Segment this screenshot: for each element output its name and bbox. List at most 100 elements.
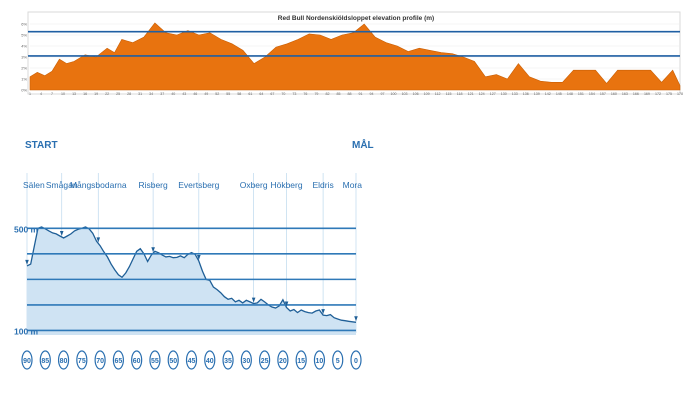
- x-tick-label: 1: [29, 92, 31, 96]
- x-tick-label: 43: [182, 92, 186, 96]
- chart-title: Red Bull Nordenskiöldsloppet elevation p…: [278, 15, 434, 22]
- x-tick-label: 103: [402, 92, 408, 96]
- x-tick-label: 145: [556, 92, 562, 96]
- x-tick-label: 118: [457, 92, 463, 96]
- x-tick-label: 151: [578, 92, 584, 96]
- x-tick-label: 25: [116, 92, 120, 96]
- x-tick-label: 154: [589, 92, 595, 96]
- km-marker-circle: [259, 350, 271, 370]
- km-tick-label: 85: [41, 358, 49, 365]
- y-label-500: 500 m: [14, 224, 39, 234]
- km-marker-circle: [350, 350, 362, 370]
- x-tick-label: 172: [655, 92, 661, 96]
- finish-label: MÅL: [352, 138, 374, 151]
- km-marker-circle: [21, 350, 33, 370]
- checkpoint-marker-7: [321, 309, 325, 315]
- x-tick-label: 94: [370, 92, 374, 96]
- km-tick-label: 75: [78, 358, 86, 365]
- checkpoint-marker-1: [59, 231, 64, 236]
- x-tick-label: 82: [325, 92, 329, 96]
- x-tick-label: 112: [435, 92, 441, 96]
- km-marker-circle: [185, 350, 198, 370]
- y-tick-label: 2%: [21, 66, 27, 71]
- km-tick-label: 30: [242, 358, 250, 365]
- checkpoint-label: Hökberg: [270, 180, 302, 190]
- x-tick-label: 79: [314, 92, 318, 96]
- x-tick-label: 73: [292, 92, 296, 96]
- x-tick-label: 61: [248, 92, 252, 96]
- checkpoint-label: Sälen: [23, 180, 45, 190]
- y-tick-label: 6%: [21, 22, 27, 27]
- x-tick-label: 166: [633, 92, 639, 96]
- x-tick-label: 91: [359, 92, 363, 96]
- km-tick-label: 45: [188, 358, 196, 365]
- checkpoint-marker-3: [151, 247, 155, 253]
- x-tick-label: 169: [644, 92, 650, 96]
- x-tick-label: 28: [127, 92, 131, 96]
- x-tick-label: 130: [501, 92, 507, 96]
- km-tick-label: 80: [60, 358, 68, 365]
- y-label-100: 100 m: [14, 326, 39, 336]
- x-tick-label: 31: [138, 92, 142, 96]
- x-tick-label: 109: [424, 92, 430, 96]
- checkpoint-marker-2: [96, 237, 101, 243]
- x-tick-label: 85: [336, 92, 340, 96]
- km-tick-label: 25: [261, 358, 269, 365]
- checkpoint-marker-8: [354, 316, 358, 322]
- km-tick-label: 65: [114, 358, 122, 365]
- x-tick-label: 178: [677, 92, 683, 96]
- km-tick-label: 55: [151, 358, 159, 365]
- elevation-area-blue: [27, 227, 356, 335]
- km-marker-circle: [240, 350, 252, 370]
- x-tick-label: 58: [237, 92, 241, 96]
- x-tick-label: 40: [171, 92, 175, 96]
- x-tick-label: 136: [523, 92, 529, 96]
- km-tick-label: 50: [169, 358, 177, 365]
- km-tick-label: 35: [224, 358, 232, 365]
- km-tick-label: 70: [96, 358, 104, 365]
- checkpoint-label: Risberg: [138, 180, 168, 190]
- x-tick-label: 100: [391, 92, 397, 96]
- x-tick-label: 34: [149, 92, 153, 96]
- x-tick-label: 52: [215, 92, 219, 96]
- km-marker-circle: [131, 350, 143, 370]
- km-tick-label: 20: [279, 358, 287, 365]
- x-tick-label: 124: [479, 92, 485, 96]
- x-tick-label: 55: [226, 92, 230, 96]
- x-tick-label: 67: [270, 92, 274, 96]
- x-tick-label: 106: [413, 92, 419, 96]
- x-tick-label: 175: [666, 92, 672, 96]
- km-marker-circle: [149, 350, 161, 370]
- x-tick-label: 22: [105, 92, 109, 96]
- checkpoint-label: Mora: [343, 180, 363, 190]
- chart-frame: [27, 11, 681, 95]
- x-tick-label: 13: [72, 92, 76, 96]
- x-tick-label: 139: [534, 92, 540, 96]
- km-tick-label: 90: [23, 358, 31, 365]
- x-tick-label: 46: [193, 92, 197, 96]
- y-tick-label: 0%: [21, 88, 27, 93]
- km-marker-circle: [167, 350, 179, 370]
- km-marker-circle: [112, 350, 124, 370]
- x-tick-label: 163: [622, 92, 628, 96]
- x-tick-label: 7: [51, 92, 53, 96]
- x-tick-label: 121: [468, 92, 474, 96]
- y-tick-label: 5%: [21, 33, 27, 38]
- checkpoint-marker-6: [284, 301, 289, 307]
- checkpoint-marker-4: [197, 255, 201, 260]
- x-tick-label: 37: [160, 92, 164, 96]
- y-tick-label: 1%: [21, 77, 27, 82]
- km-tick-label: 5: [336, 358, 340, 365]
- x-tick-label: 97: [381, 92, 385, 96]
- km-tick-label: 15: [297, 358, 305, 365]
- x-tick-label: 142: [545, 92, 551, 96]
- x-tick-label: 157: [600, 92, 606, 96]
- km-marker-circle: [277, 350, 289, 370]
- km-marker-circle: [39, 350, 51, 370]
- x-tick-label: 148: [567, 92, 573, 96]
- km-tick-label: 10: [316, 358, 324, 365]
- km-marker-circle: [204, 350, 216, 370]
- checkpoint-label: Evertsberg: [178, 180, 219, 190]
- checkpoint-label: Eldris: [312, 180, 333, 190]
